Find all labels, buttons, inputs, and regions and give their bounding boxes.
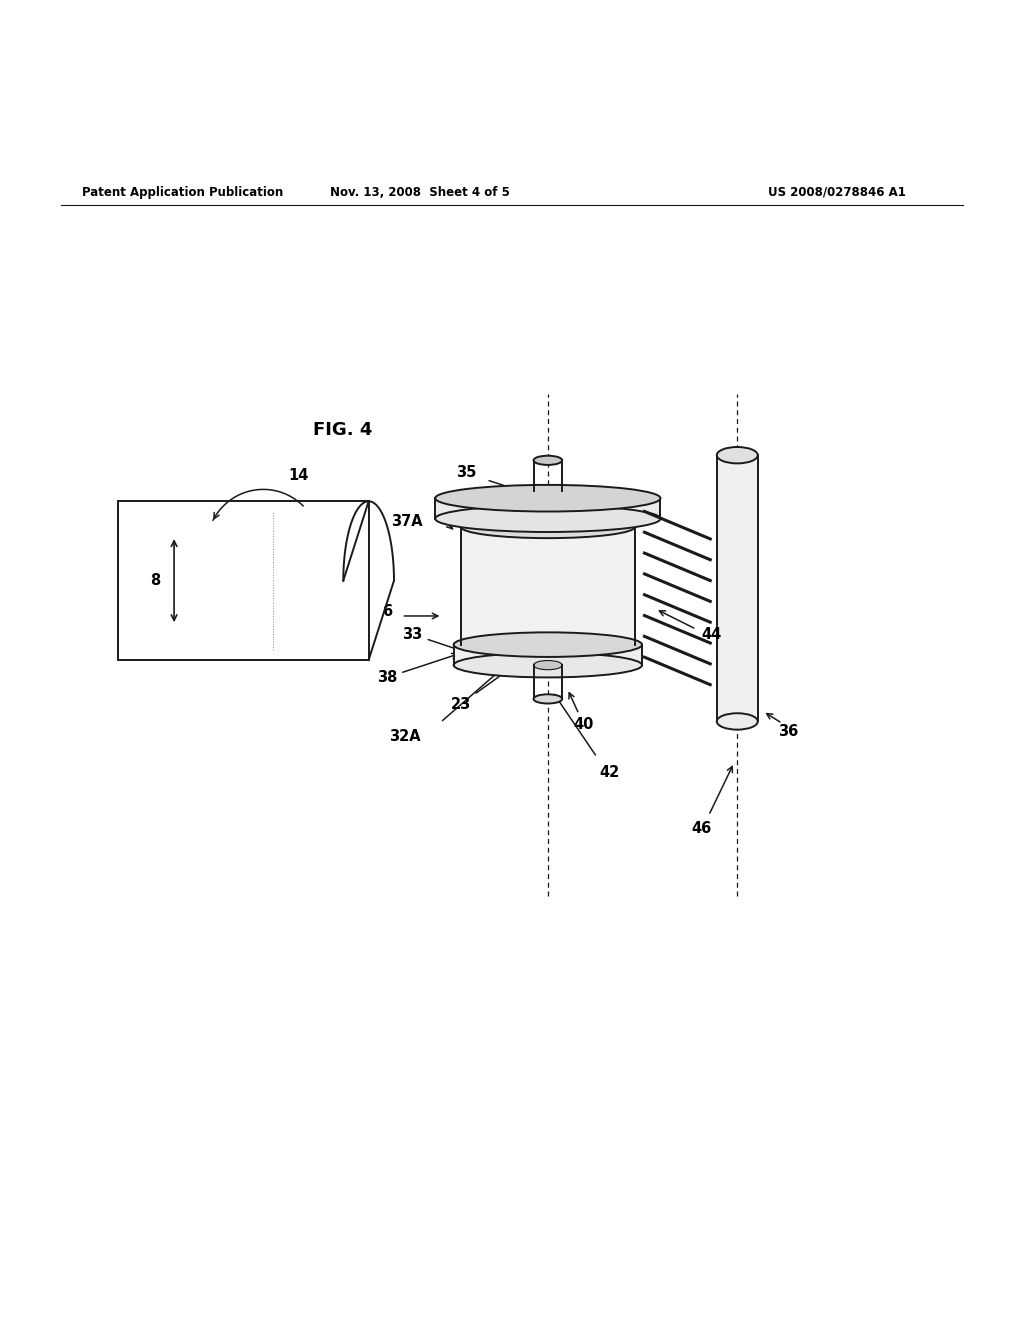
Polygon shape (461, 527, 635, 644)
Polygon shape (435, 498, 660, 519)
Ellipse shape (461, 516, 635, 539)
Text: 23: 23 (451, 663, 518, 711)
Text: 14: 14 (288, 469, 308, 483)
Polygon shape (717, 455, 758, 722)
Text: 37A: 37A (391, 515, 422, 529)
Text: 33: 33 (402, 627, 470, 655)
Text: 42: 42 (599, 766, 620, 780)
Text: 36: 36 (778, 725, 799, 739)
Ellipse shape (534, 694, 562, 704)
Text: 32A: 32A (389, 729, 420, 744)
Text: 6: 6 (382, 605, 392, 619)
Ellipse shape (435, 506, 660, 532)
Ellipse shape (435, 484, 660, 512)
Ellipse shape (454, 653, 642, 677)
Text: Patent Application Publication: Patent Application Publication (82, 186, 284, 198)
Text: US 2008/0278846 A1: US 2008/0278846 A1 (768, 186, 906, 198)
Polygon shape (454, 644, 642, 665)
Text: FIG. 4: FIG. 4 (313, 421, 373, 438)
Text: 40: 40 (569, 693, 594, 733)
Text: Nov. 13, 2008  Sheet 4 of 5: Nov. 13, 2008 Sheet 4 of 5 (330, 186, 510, 198)
Ellipse shape (534, 455, 562, 465)
Text: 46: 46 (691, 821, 712, 837)
Text: 44: 44 (701, 627, 722, 642)
Ellipse shape (717, 447, 758, 463)
Text: 35: 35 (456, 465, 476, 480)
Text: 38: 38 (377, 653, 458, 685)
Ellipse shape (534, 660, 562, 669)
Text: 8: 8 (151, 573, 161, 589)
Ellipse shape (717, 713, 758, 730)
Ellipse shape (454, 632, 642, 657)
